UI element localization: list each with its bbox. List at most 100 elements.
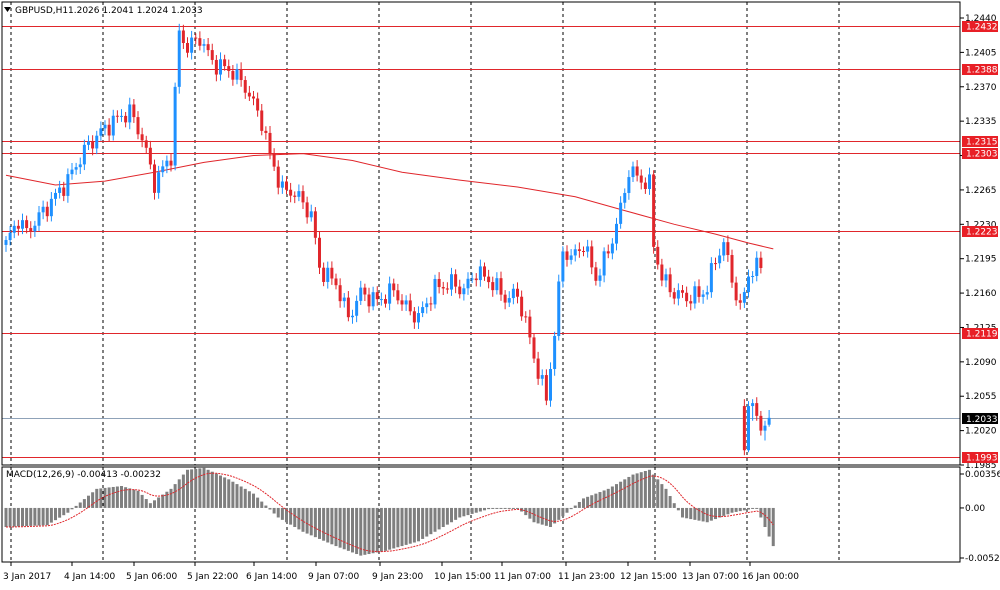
candle-body	[656, 246, 660, 265]
candle-body	[157, 172, 161, 193]
candle-body	[367, 294, 371, 307]
macd-bar	[82, 499, 86, 508]
macd-bar	[627, 476, 631, 508]
macd-bar	[734, 507, 738, 512]
candle-body	[668, 274, 672, 293]
candle-body	[239, 69, 243, 81]
macd-bar	[87, 495, 90, 508]
candle-body	[709, 263, 713, 293]
candle-body	[153, 164, 156, 193]
candle-body	[437, 278, 441, 288]
symbol-name: GBPUSD,H1	[15, 6, 68, 16]
macd-bar	[194, 468, 198, 508]
macd-bar	[528, 507, 532, 519]
macd-bar	[425, 507, 429, 537]
candle-body	[223, 59, 227, 67]
macd-bar	[309, 507, 313, 536]
candle-body	[536, 358, 540, 379]
macd-bar	[392, 507, 396, 549]
candle-body	[379, 299, 383, 301]
dropdown-triangle-icon[interactable]	[4, 7, 11, 12]
horizontal-levels	[2, 26, 960, 458]
candle-body	[594, 267, 598, 281]
candle-body	[173, 86, 177, 166]
candle-body	[742, 406, 746, 451]
candle-body	[297, 191, 301, 197]
macd-bar	[738, 507, 742, 512]
candle-body	[280, 181, 284, 188]
macd-bar	[190, 469, 194, 508]
candle-body	[635, 166, 639, 176]
candle-body	[602, 251, 606, 276]
candle-body	[582, 250, 585, 252]
macd-bar	[602, 490, 606, 508]
macd-bar	[351, 507, 354, 553]
candle-body	[165, 160, 169, 167]
candle-body	[483, 266, 486, 277]
macd-bar	[462, 507, 466, 517]
macd-bar	[322, 507, 326, 541]
candle-body	[107, 124, 111, 136]
candle-body	[487, 276, 491, 283]
macd-bar	[549, 507, 552, 528]
level-price-box	[962, 226, 998, 237]
macd-bar	[652, 474, 656, 508]
macd-bar	[4, 507, 8, 528]
candle-body	[627, 177, 631, 193]
macd-bar	[247, 491, 251, 508]
macd-bar	[557, 507, 561, 520]
candle-body	[429, 303, 433, 305]
level-price-box	[962, 136, 998, 147]
candle-body	[190, 37, 194, 53]
candle-body	[78, 164, 82, 168]
candle-body	[54, 192, 57, 199]
macd-bar	[532, 507, 536, 523]
macd-pane-frame	[1, 466, 961, 563]
macd-bar	[714, 507, 717, 520]
candle-body	[227, 66, 231, 71]
macd-bar	[169, 488, 173, 508]
candle-body	[470, 278, 474, 280]
macd-bar	[268, 507, 272, 510]
candle-body	[565, 251, 569, 260]
macd-bar	[569, 507, 573, 510]
candle-body	[8, 232, 12, 241]
macd-bar	[264, 505, 268, 508]
macd-bar	[553, 507, 557, 524]
candle-body	[144, 140, 148, 148]
candle-body	[586, 246, 590, 252]
candle-body	[499, 278, 503, 295]
candle-body	[540, 375, 544, 379]
macd-bar	[648, 469, 651, 508]
candle-body	[235, 69, 239, 80]
candle-body	[99, 128, 103, 136]
candle-body	[697, 286, 701, 297]
macd-bar	[359, 507, 363, 556]
macd-bar	[326, 507, 330, 543]
macd-bar	[565, 507, 569, 513]
macd-bar	[107, 487, 111, 508]
candle-body	[722, 242, 726, 256]
price-pane-frame	[1, 1, 961, 466]
time-tick-label: 11 Jan 07:00	[494, 572, 551, 582]
macd-bar	[701, 507, 705, 522]
candle-body	[388, 283, 392, 304]
macd-bar	[412, 507, 416, 543]
macd-bar	[165, 491, 169, 508]
macd-bar	[408, 507, 412, 544]
moving-average-line	[5, 153, 774, 250]
candle-body	[491, 282, 495, 291]
candle-body	[445, 288, 449, 290]
macd-bar	[722, 507, 726, 516]
candle-body	[103, 124, 107, 129]
candle-body	[462, 288, 466, 295]
macd-bar	[342, 507, 346, 550]
candle-body	[631, 166, 635, 178]
macd-bar	[689, 507, 693, 520]
macd-bar	[157, 497, 161, 508]
macd-bar	[136, 490, 140, 508]
candle-body	[450, 274, 453, 290]
macd-bar	[355, 507, 359, 555]
